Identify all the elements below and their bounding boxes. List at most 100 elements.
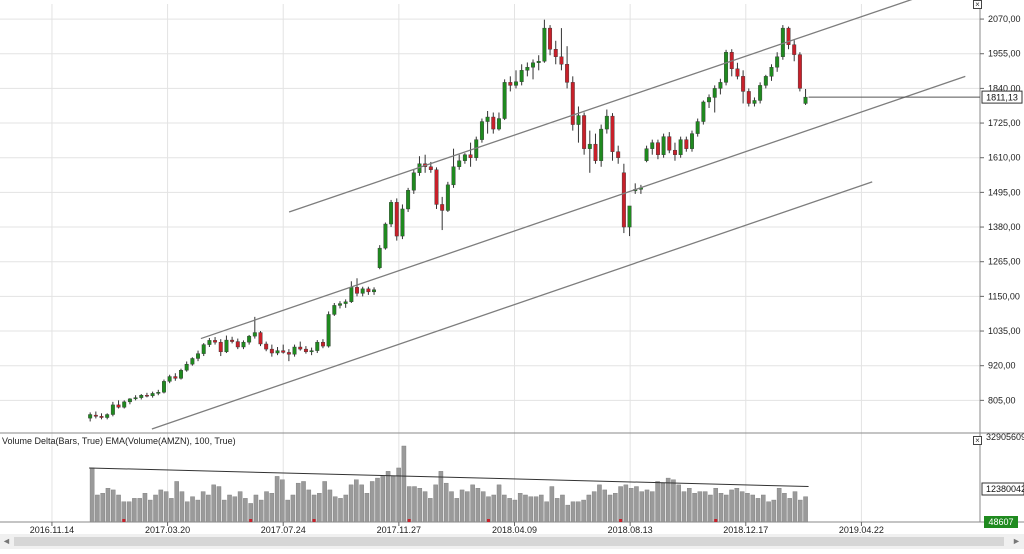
candle-body [162, 381, 166, 393]
volume-bar [528, 496, 534, 523]
candle-body [650, 142, 655, 149]
volume-bar [676, 484, 681, 523]
volume-bar [306, 489, 312, 523]
candle-body [377, 247, 382, 268]
volume-bar [116, 494, 121, 523]
volume-bar [227, 494, 232, 523]
volume-panel-title: Volume Delta(Bars, True) EMA(Volume(AMZN… [2, 436, 236, 446]
price-panel-close-button[interactable]: × [973, 0, 982, 9]
scroll-right-icon[interactable]: ► [1012, 536, 1021, 546]
volume-ema-line [89, 467, 809, 488]
volume-bar [417, 488, 423, 523]
volume-bar [132, 498, 137, 523]
volume-bar [126, 501, 132, 523]
candle-body [269, 348, 274, 354]
y-tick-label: 1265,00 [988, 257, 1021, 267]
candle-body [434, 169, 439, 205]
x-tick-label: 2017.07.24 [261, 525, 306, 535]
scroll-left-icon[interactable]: ◄ [2, 536, 11, 546]
volume-bar [475, 488, 481, 523]
volume-bar [158, 489, 164, 523]
candle-body [247, 335, 252, 343]
volume-bar [391, 476, 396, 523]
volume-bar [163, 491, 169, 523]
candle-body [383, 223, 388, 249]
candle-body [712, 88, 717, 98]
volume-bar [687, 488, 692, 523]
volume-bar [142, 493, 148, 523]
volume-bar [174, 481, 179, 523]
volume-bar [708, 494, 713, 523]
volume-bar [597, 484, 602, 523]
volume-bar [798, 499, 803, 523]
volume-bar [702, 491, 708, 523]
candle-body [105, 414, 110, 418]
volume-bar [428, 498, 433, 523]
candle-body [292, 346, 297, 355]
candle-body [99, 416, 104, 418]
candle-body [485, 116, 490, 122]
y-tick-label: 1955,00 [988, 49, 1021, 59]
volume-bar [211, 484, 216, 523]
candle-body [673, 149, 677, 155]
volume-bar [311, 494, 317, 523]
candle-body [514, 81, 518, 86]
candle-body [468, 154, 473, 158]
volume-bar [655, 481, 660, 523]
candle-body [775, 56, 780, 68]
volume-bar [628, 488, 634, 523]
volume-bar [274, 476, 280, 523]
candle-body [218, 341, 223, 353]
candle-body [548, 27, 553, 50]
y-tick-label: 1725,00 [988, 118, 1021, 128]
volume-bar [354, 479, 359, 523]
candle-body [769, 67, 774, 77]
volume-bar [221, 499, 227, 523]
candle-body [281, 350, 286, 353]
volume-bar [576, 501, 581, 523]
x-tick-label: 2019.04.22 [839, 525, 884, 535]
volume-bar [95, 494, 100, 523]
volume-bar [184, 501, 190, 523]
candle-body [718, 82, 723, 89]
volume-bar [406, 486, 412, 523]
candle-body [457, 160, 462, 167]
volume-bar [454, 498, 460, 523]
volume-bar [322, 481, 327, 523]
candle-body [462, 154, 467, 161]
y-tick-label: 1495,00 [988, 187, 1021, 197]
candle-body [519, 70, 524, 82]
volume-bar [401, 445, 407, 523]
volume-bar [623, 484, 629, 523]
volume-bar [549, 486, 555, 523]
candle-body [525, 67, 530, 71]
volume-panel-close-button[interactable]: × [973, 436, 982, 445]
candle-body [343, 301, 348, 304]
candle-body [184, 363, 189, 371]
volume-bottom-box [984, 516, 1018, 528]
candle-body [797, 54, 802, 89]
volume-bar [718, 493, 724, 523]
candle-body [536, 61, 541, 63]
volume-bar [761, 494, 766, 523]
candle-body [258, 332, 263, 345]
volume-top-label: 32905609 [986, 432, 1024, 442]
candle-body [803, 96, 808, 104]
volume-bar [544, 501, 549, 523]
candle-body [616, 151, 621, 158]
candle-body [786, 27, 791, 45]
volume-bar [734, 488, 740, 523]
volume-bar [766, 501, 771, 523]
volume-bar [502, 494, 507, 523]
candle-body [701, 101, 706, 122]
candle-body [122, 401, 127, 408]
volume-delta-marker [122, 519, 126, 522]
volume-bar [232, 496, 238, 523]
volume-bar [539, 494, 544, 523]
volume-bar [348, 484, 354, 523]
volume-bar [607, 494, 613, 523]
candle-body [451, 166, 456, 186]
candle-body [576, 115, 581, 125]
volume-bar [465, 491, 470, 523]
candle-body [320, 341, 325, 347]
